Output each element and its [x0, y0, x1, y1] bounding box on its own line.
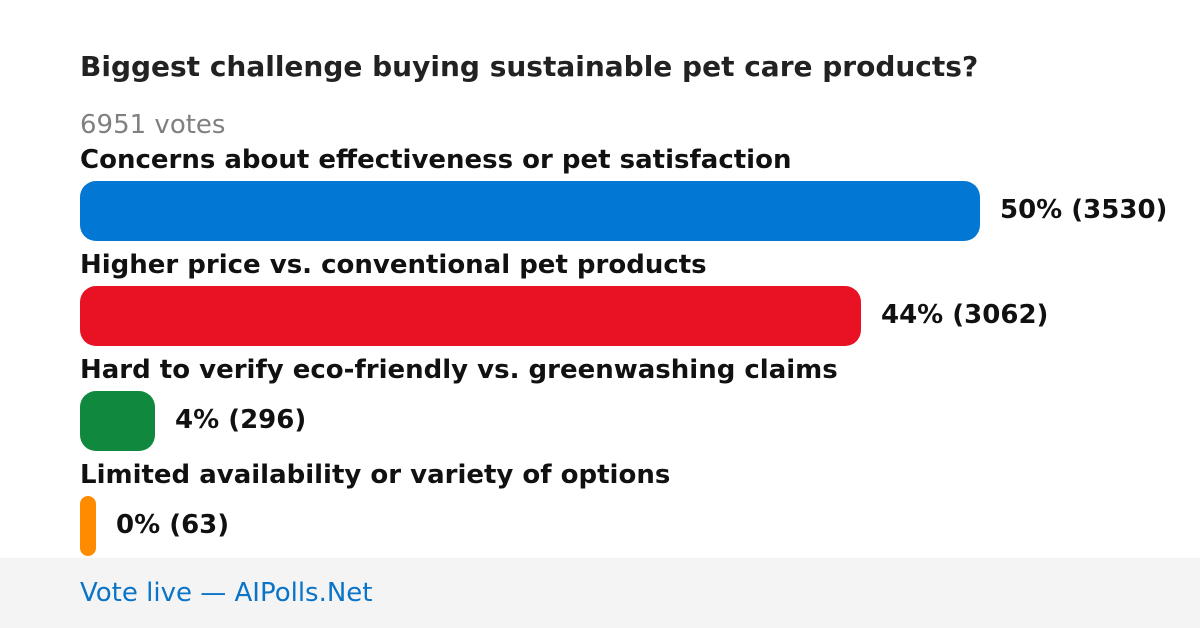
option-value-label: 44% (3062)	[881, 300, 1049, 330]
option-label: Hard to verify eco-friendly vs. greenwas…	[80, 355, 838, 385]
vote-live-link[interactable]: Vote live — AIPolls.Net	[80, 578, 373, 608]
option-label: Higher price vs. conventional pet produc…	[80, 250, 707, 280]
option-value-label: 0% (63)	[116, 510, 230, 540]
poll-option[interactable]: Limited availability or variety of optio…	[80, 460, 1190, 565]
poll-option[interactable]: Concerns about effectiveness or pet sati…	[80, 145, 1190, 250]
option-bar	[80, 391, 155, 451]
poll-option[interactable]: Higher price vs. conventional pet produc…	[80, 250, 1190, 355]
option-bar	[80, 181, 980, 241]
option-bar	[80, 286, 861, 346]
vote-count: 6951 votes	[80, 110, 226, 140]
option-value-label: 4% (296)	[175, 405, 307, 435]
poll-title: Biggest challenge buying sustainable pet…	[80, 50, 979, 83]
option-label: Limited availability or variety of optio…	[80, 460, 671, 490]
option-bar	[80, 496, 96, 556]
option-value-label: 50% (3530)	[1000, 195, 1168, 225]
poll-option[interactable]: Hard to verify eco-friendly vs. greenwas…	[80, 355, 1190, 460]
footer: Vote live — AIPolls.Net	[0, 558, 1200, 628]
option-label: Concerns about effectiveness or pet sati…	[80, 145, 792, 175]
